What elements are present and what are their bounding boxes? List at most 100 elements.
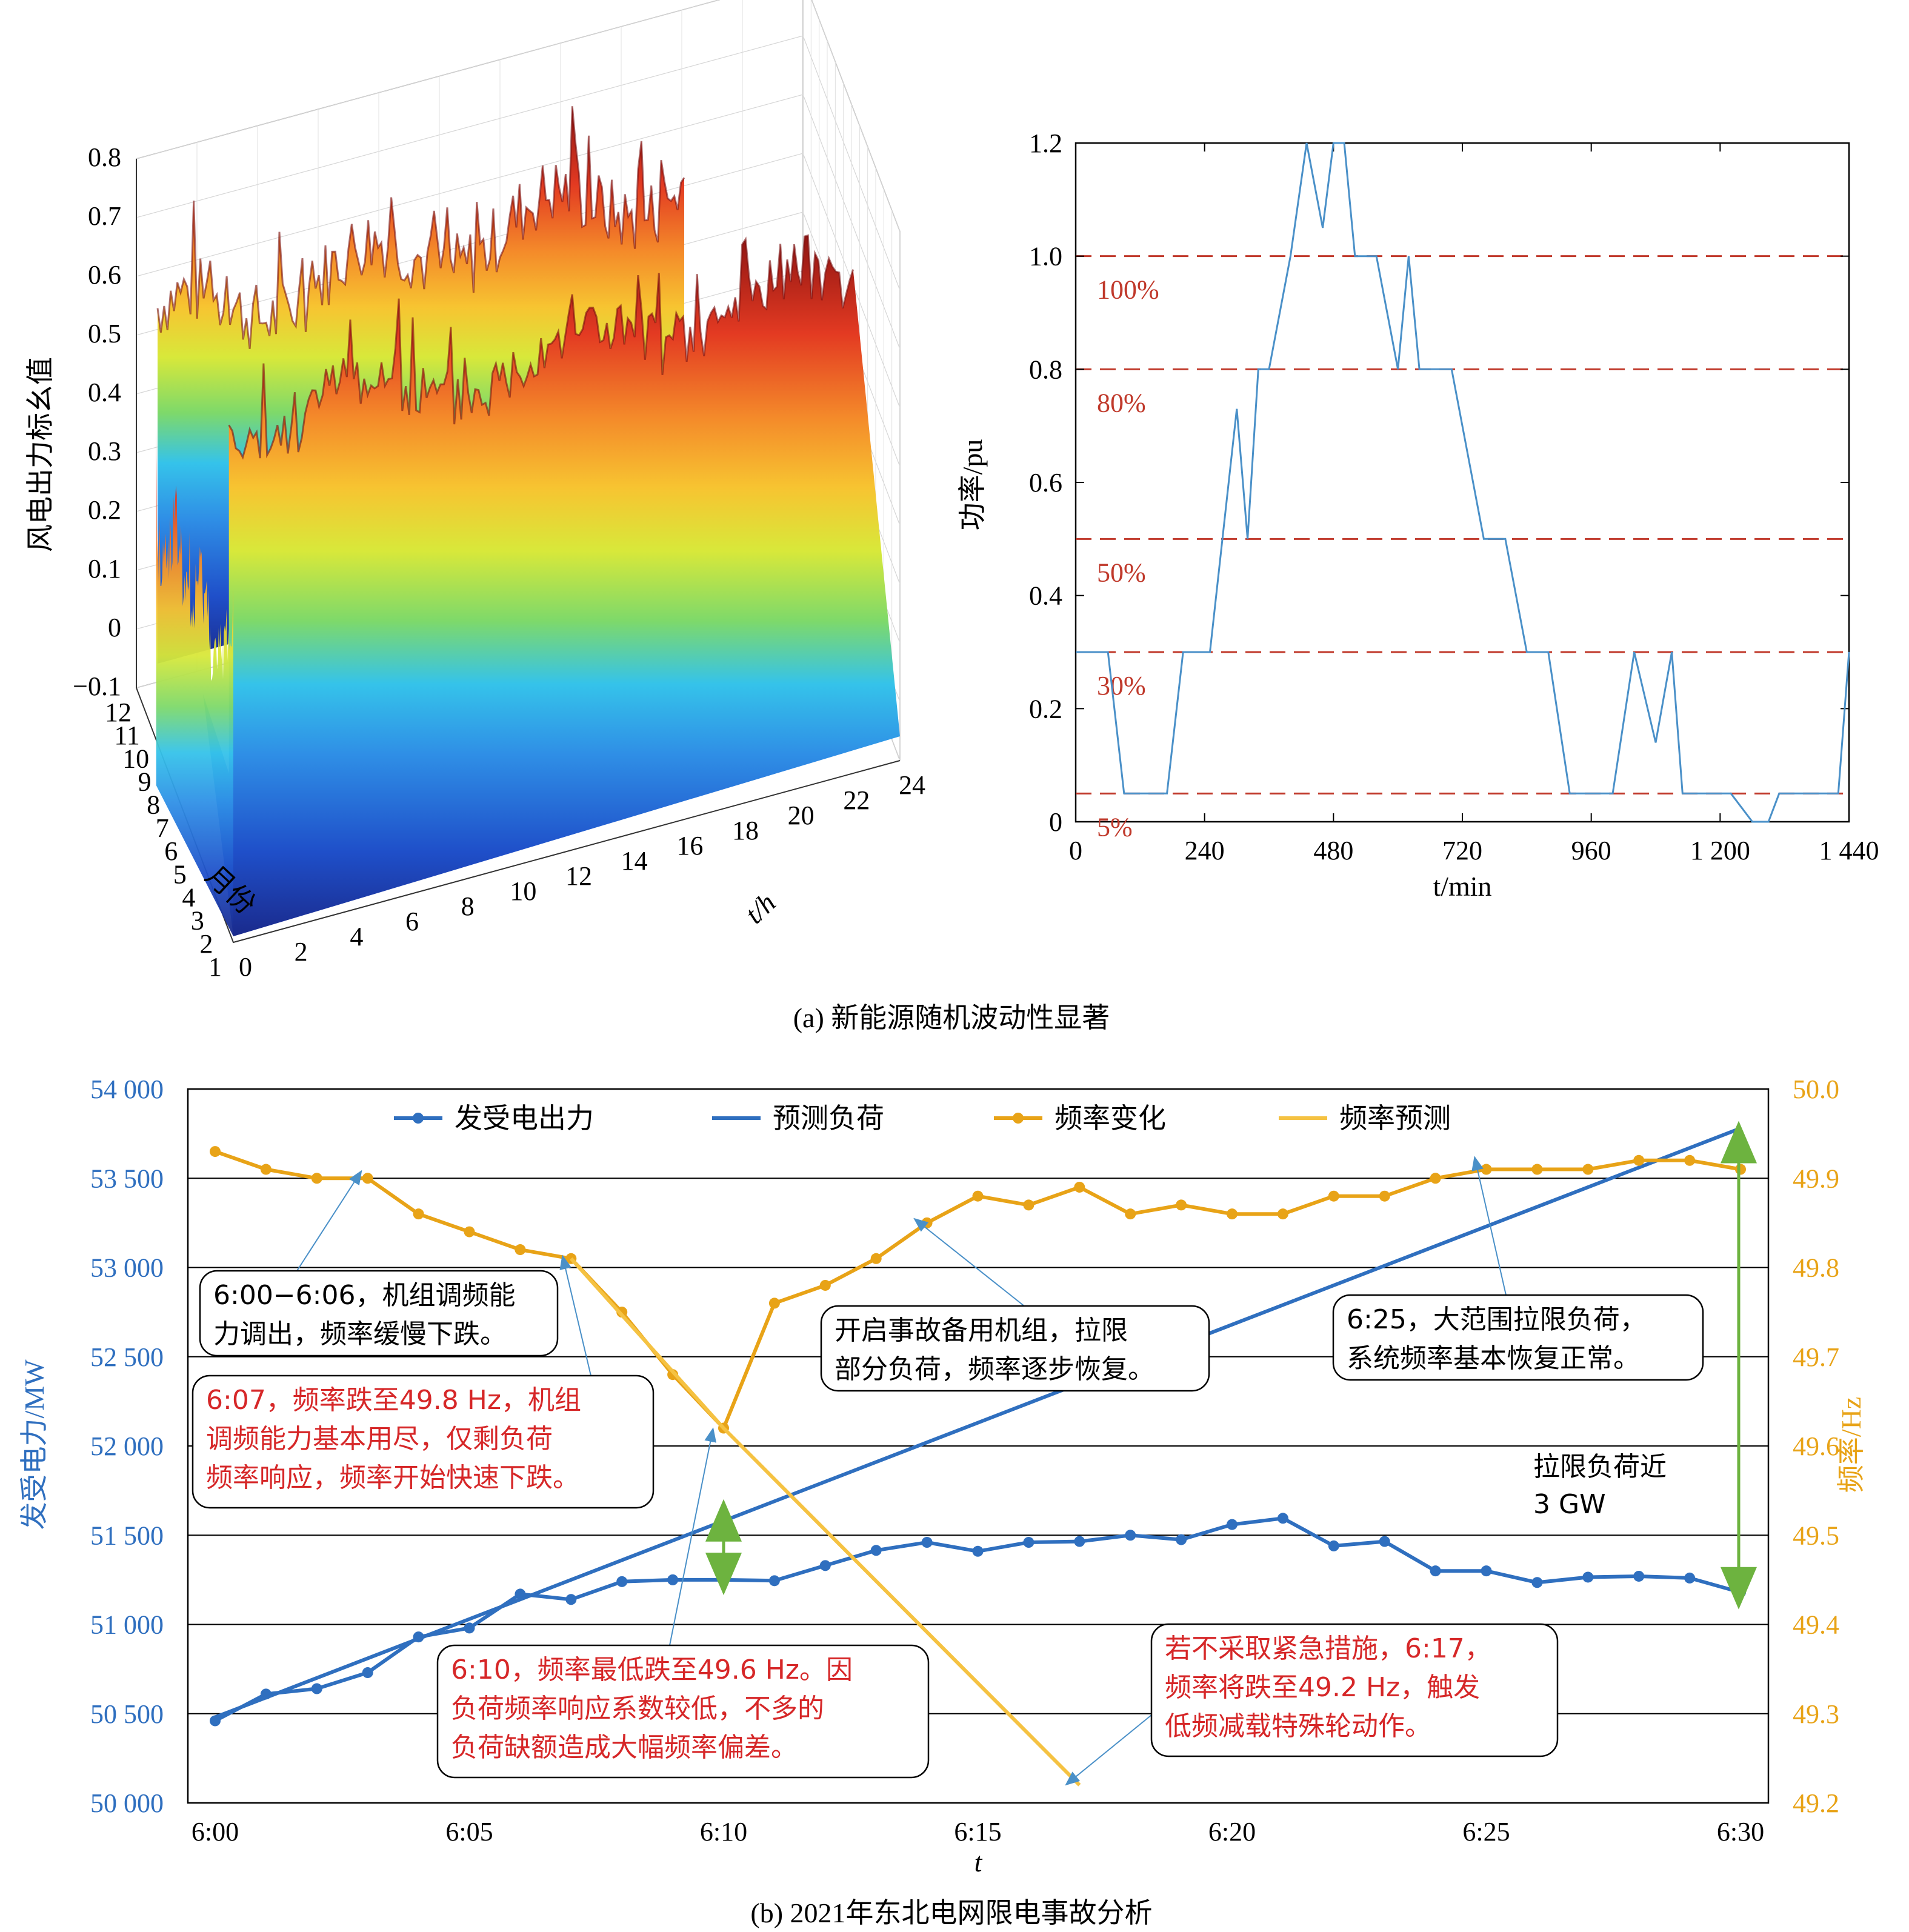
annotation-line: 3 GW (1533, 1489, 1606, 1520)
series-point (464, 1226, 475, 1237)
3d-z-tick: −0.1 (73, 671, 121, 701)
3d-z-tick: 0.2 (88, 495, 121, 525)
legend-marker (413, 1113, 424, 1124)
legend-label: 发受电出力 (455, 1102, 594, 1134)
incident-right-tick-label: 49.8 (1793, 1253, 1839, 1283)
incident-left-tick-label: 53 000 (90, 1253, 164, 1283)
annotation-line: 力调出，频率缓慢下跌。 (213, 1319, 507, 1350)
series-point (1481, 1565, 1492, 1577)
annotation-box (1150, 1623, 1559, 1757)
reference-line-label: 50% (1097, 558, 1146, 587)
series-point (819, 1560, 831, 1571)
power-y-tick-label: 0.6 (1029, 468, 1062, 498)
series-point (1582, 1164, 1594, 1175)
series-point (1328, 1190, 1339, 1202)
3d-hour-tick: 22 (843, 785, 870, 815)
3d-month-tick: 1 (208, 952, 222, 982)
3d-month-tick: 4 (182, 882, 195, 912)
annotation-pointer (1471, 1156, 1507, 1296)
3d-hour-axis-label: t/h (739, 887, 781, 929)
incident-right-tick-label: 50.0 (1793, 1074, 1839, 1104)
series-point (1176, 1534, 1187, 1545)
3d-month-tick: 10 (122, 744, 149, 773)
annotation-line: 6:25，大范围拉限负荷， (1347, 1304, 1647, 1335)
legend-label: 预测负荷 (773, 1102, 884, 1134)
power-y-tick-label: 0.4 (1029, 581, 1062, 611)
series-point (667, 1574, 679, 1585)
3d-month-tick: 5 (173, 859, 187, 889)
series-point (1125, 1530, 1136, 1541)
series-point (1633, 1570, 1645, 1582)
annotation-line: 拉限负荷近 (1533, 1451, 1667, 1482)
incident-x-tick-label: 6:20 (1208, 1817, 1256, 1847)
3d-hour-tick: 18 (732, 816, 759, 845)
series-point (1074, 1536, 1085, 1547)
series-point (718, 1574, 729, 1585)
incident-x-tick-label: 6:10 (700, 1817, 747, 1847)
series-point (1379, 1536, 1390, 1547)
series-point (1633, 1154, 1645, 1166)
incident-series (210, 1127, 1746, 1787)
series-point (921, 1537, 933, 1548)
series-point (1531, 1164, 1543, 1175)
reference-line-label: 80% (1097, 388, 1146, 418)
3d-month-tick: 2 (199, 929, 213, 959)
annotation-line: 负荷缺额造成大幅频率偏差。 (451, 1732, 798, 1763)
incident-x-tick-label: 6:00 (192, 1817, 239, 1847)
annotation-box (820, 1305, 1210, 1392)
reference-line-label: 100% (1097, 275, 1159, 305)
3d-z-tick: 0.5 (88, 319, 121, 348)
power-chart-ticks: 0 0.2 0.4 0.6 0.8 1.0 1.2 0 240 480 720 960 1 200 1 4… (1029, 128, 1879, 865)
annotation-box (199, 1270, 559, 1357)
annotation-line: 部分负荷，频率逐步恢复。 (835, 1354, 1154, 1385)
3d-month-tick: 11 (114, 721, 139, 750)
incident-x-tick-label: 6:05 (445, 1817, 493, 1847)
series-point (972, 1545, 984, 1557)
power-line-chart: 100% 80% 50% 30% 5% 0 0.2 0.4 0.6 0.8 1.0 1.2 0 240 4… (957, 128, 1879, 902)
incident-right-tick-label: 49.4 (1793, 1610, 1839, 1640)
power-series-line (1076, 142, 1850, 823)
series-point (1531, 1577, 1543, 1588)
series-point (768, 1297, 780, 1309)
3d-z-tick: 0.6 (88, 260, 121, 290)
power-x-tick-label: 720 (1442, 836, 1482, 865)
grid-incident-chart: 54 000 53 500 53 000 52 500 52 000 51 500 51 0… (19, 1074, 1867, 1877)
3d-hour-tick: 8 (461, 891, 475, 921)
power-y-tick-label: 1.0 (1029, 242, 1062, 271)
annotation-pointer (1065, 1714, 1152, 1786)
annotation-pointer (913, 1217, 1025, 1307)
3d-z-tick: 0.1 (88, 554, 121, 584)
power-x-tick-label: 1 440 (1819, 836, 1879, 865)
annotation-line: 频率将跌至49.2 Hz，触发 (1165, 1672, 1480, 1703)
annotation-box (1332, 1294, 1704, 1381)
power-y-tick-label: 0.8 (1029, 355, 1062, 384)
series-point (362, 1667, 373, 1679)
3d-surface-body (156, 106, 900, 936)
series-point (819, 1279, 831, 1291)
annotation-line: 调频能力基本用尽，仅剩负荷 (206, 1424, 553, 1454)
incident-x-tick-label: 6:25 (1462, 1817, 1510, 1847)
series-point (972, 1190, 984, 1202)
series-point (1684, 1154, 1696, 1166)
annotation-line: 系统频率基本恢复正常。 (1347, 1343, 1640, 1374)
power-y-tick-label: 0 (1049, 807, 1062, 837)
series-point (1430, 1173, 1441, 1184)
series-line (570, 1257, 1081, 1787)
power-y-tick-label: 0.2 (1029, 694, 1062, 724)
series-point (1735, 1164, 1746, 1175)
incident-legend: 发受电出力 预测负荷 频率变化 频率预测 (394, 1102, 1451, 1134)
caption-b: (b) 2021年东北电网限电事故分析 (750, 1897, 1152, 1928)
power-chart-frame (1074, 142, 1850, 823)
series-point (1023, 1199, 1034, 1211)
annotation-pointer (296, 1170, 362, 1271)
series-point (1481, 1164, 1492, 1175)
annotation-line: 开启事故备用机组，拉限 (835, 1315, 1128, 1346)
3d-surface-side-face (156, 426, 233, 936)
series-point (311, 1173, 322, 1184)
series-point (464, 1622, 475, 1634)
3d-hour-tick: 24 (899, 770, 925, 800)
series-point (1379, 1190, 1390, 1202)
series-point (1125, 1208, 1136, 1220)
series-point (1176, 1199, 1187, 1211)
